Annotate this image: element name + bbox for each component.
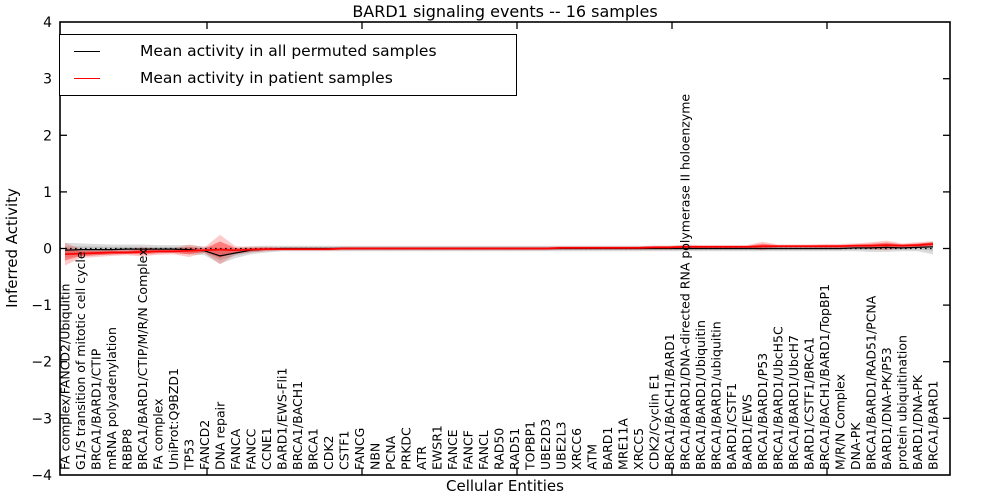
x-tick-label: DNA-PK: [848, 422, 863, 470]
y-tick-label: 4: [43, 15, 52, 31]
x-tick-label: UniProt:Q9BZD1: [166, 368, 181, 470]
x-tick-label: FANCA: [228, 428, 243, 470]
permuted-line-swatch: [74, 51, 100, 52]
x-tick-label: BARD1: [600, 427, 615, 470]
y-tick-label: 0: [43, 242, 52, 258]
x-tick-label: BRCA1/BARD1/DNA-directed RNA polymerase …: [678, 94, 693, 470]
patient-mean-line: [64, 243, 934, 256]
x-tick-label: BRCA1/BARD1: [926, 381, 941, 470]
x-tick-label: BRCA1/BARD1/P53: [755, 353, 770, 470]
x-tick-label: DNA repair: [213, 401, 228, 470]
x-tick-label: BRCA1/BACH1: [290, 381, 305, 470]
x-tick-label: CDK2: [321, 435, 336, 470]
x-tick-label: BARD1/CSTF1: [724, 383, 739, 470]
x-tick-label: FA complex: [151, 398, 166, 470]
x-tick-label: BRCA1/BACH1/BARD1: [662, 333, 677, 470]
x-tick-label: CCNE1: [259, 427, 274, 470]
x-tick-label: BRCA1/BARD1/RAD51/PCNA: [864, 295, 879, 470]
x-tick-label: TOPBP1: [523, 421, 538, 471]
x-tick-label: ATM: [585, 444, 600, 470]
x-tick-label: BRCA1/BACH1/BARD1/TopBP1: [817, 284, 832, 470]
patient-line-swatch: [74, 78, 100, 79]
x-tick-label: BARD1/DNA-PK: [910, 374, 925, 470]
x-tick-label: BRCA1: [306, 428, 321, 470]
x-tick-label: FANCC: [244, 428, 259, 470]
x-tick-label: BRCA1/BARD1/UbcH5C: [771, 326, 786, 470]
x-tick-label: FANCL: [476, 430, 491, 470]
x-tick-label: protein ubiquitination: [895, 335, 910, 470]
legend-item-permuted: Mean activity in all permuted samples: [74, 38, 516, 65]
x-tick-label: RAD51: [507, 428, 522, 470]
x-tick-label: XRCC5: [631, 428, 646, 470]
y-tick-label: 2: [43, 128, 52, 144]
x-tick-label: BARD1/DNA-PK/P53: [879, 347, 894, 470]
x-tick-label: FANCD2: [197, 420, 212, 470]
x-axis-label: Cellular Entities: [446, 477, 564, 495]
x-tick-label: TP53: [182, 439, 197, 471]
x-tick-label: G1/S transition of mitotic cell cycle: [73, 251, 88, 470]
x-tick-label: mRNA polyadenylation: [104, 327, 119, 470]
x-tick-label: PRKDC: [399, 427, 414, 470]
x-tick-label: UBE2D3: [538, 419, 553, 470]
x-tick-label: FA complex/FANCD2/Ubiquitin: [58, 284, 73, 470]
y-tick-label: −3: [31, 411, 52, 427]
x-tick-label: CSTF1: [337, 431, 352, 470]
y-tick-label: −2: [31, 355, 52, 371]
x-tick-label: PCNA: [383, 435, 398, 470]
x-tick-label: BRCA1/BARD1/CTIP: [89, 348, 104, 470]
legend: Mean activity in all permuted samples Me…: [59, 34, 517, 96]
y-tick-label: −4: [31, 468, 52, 484]
legend-label-patient: Mean activity in patient samples: [140, 69, 393, 87]
x-tick-label: BRCA1/BARD1/UbcH7: [786, 335, 801, 470]
x-tick-label: BRCA1/BARD1/ubiquitin: [709, 321, 724, 470]
x-tick-label: XRCC6: [569, 428, 584, 470]
x-tick-label: UBE2L3: [554, 422, 569, 471]
y-tick-label: 3: [43, 72, 52, 88]
x-tick-label: BARD1/CSTF1/BRCA1: [802, 337, 817, 470]
x-tick-label: CDK2/Cyclin E1: [647, 374, 662, 470]
x-tick-label: NBN: [368, 443, 383, 470]
x-tick-label: FANCF: [461, 430, 476, 470]
x-tick-label: EWSR1: [430, 425, 445, 470]
x-tick-label: ATR: [414, 446, 429, 470]
x-tick-label: BRCA1/BARD1/Ubiquitin: [693, 320, 708, 470]
y-tick-label: 1: [43, 185, 52, 201]
x-tick-label: RAD50: [492, 428, 507, 470]
x-tick-label: BARD1/EWS-Fli1: [275, 368, 290, 470]
patient-band-outer: [65, 234, 933, 266]
x-tick-label: RBBP8: [120, 429, 135, 470]
x-tick-label: MRE11A: [616, 418, 631, 470]
legend-item-patient: Mean activity in patient samples: [74, 65, 516, 92]
x-tick-label: M/R/N Complex: [833, 374, 848, 470]
x-tick-label: BRCA1/BARD1/CTIP/M/R/N Complex: [135, 248, 150, 470]
legend-label-permuted: Mean activity in all permuted samples: [140, 42, 437, 60]
x-tick-label: BARD1/EWS: [740, 394, 755, 470]
x-tick-label: FANCE: [445, 429, 460, 470]
x-tick-label: FANCG: [352, 428, 367, 470]
chart-title: BARD1 signaling events -- 16 samples: [352, 2, 658, 21]
y-tick-label: −1: [31, 298, 52, 314]
